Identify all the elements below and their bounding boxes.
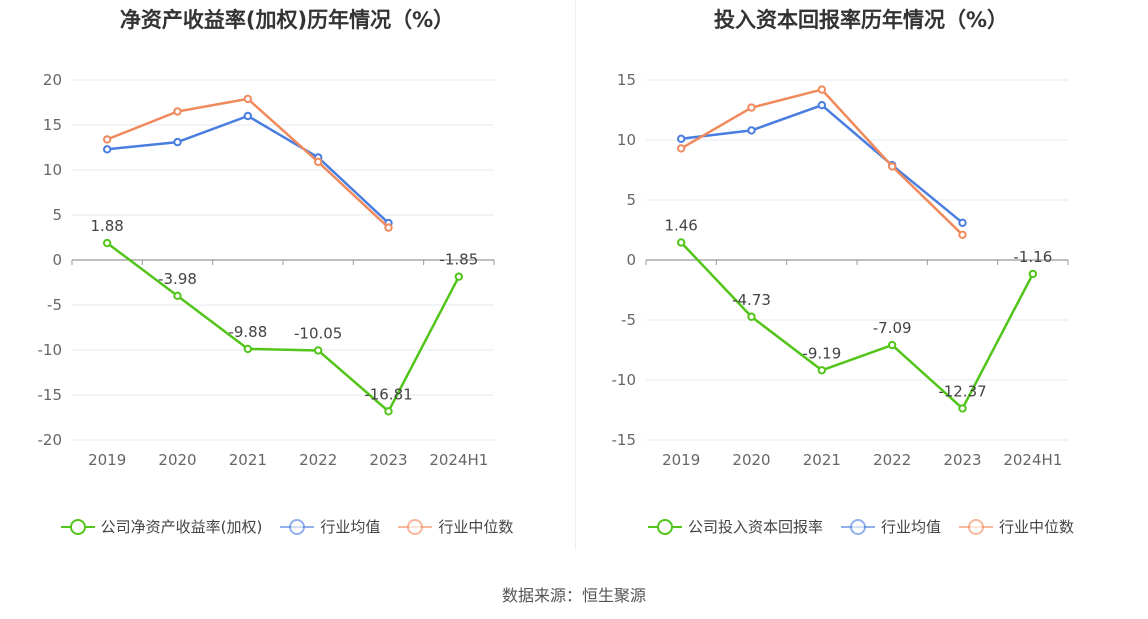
line-marker-icon [280, 518, 315, 535]
roic-x-tick-label: 2020 [732, 451, 770, 469]
roic-x-tick-label: 2021 [803, 451, 841, 469]
roe-legend-item-0[interactable]: 公司净资产收益率(加权) [60, 516, 263, 537]
roic-data-label: -9.19 [802, 344, 841, 362]
roe-x-tick-label: 2021 [229, 451, 267, 469]
roe-x-tick-label: 2020 [158, 451, 196, 469]
roe-chart-plot: 20 15 10 5 0 -5 -10 -15 -20 2019 2020 2021 2022 2023 2… [38, 71, 495, 469]
roe-data-label: -9.88 [228, 323, 267, 341]
roic-chart-title: 投入资本回报率历年情况（%） [713, 8, 1009, 32]
roe-y-tick-label: -20 [38, 431, 63, 449]
line-marker-icon [959, 518, 993, 535]
roe-data-label: -3.98 [158, 270, 197, 288]
roic-data-label: 1.46 [664, 216, 697, 234]
roic-y-tick-label: -10 [612, 371, 637, 389]
data-source-note: 数据来源：恒生聚源 [501, 586, 646, 605]
roe-x-tick-label: 2023 [369, 451, 407, 469]
roe-y-tick-label: -15 [38, 386, 63, 404]
roe-y-tick-label: 10 [43, 161, 62, 179]
roic-legend-item-2[interactable]: 行业中位数 [959, 516, 1074, 537]
roe-data-label: -10.05 [294, 324, 342, 342]
roic-data-label: -4.73 [732, 291, 771, 309]
roe-y-tick-label: -5 [47, 296, 62, 314]
roe-data-label: 1.88 [90, 217, 123, 235]
roic-x-tick-label: 2024H1 [1003, 451, 1062, 469]
line-marker-icon [840, 518, 875, 535]
roic-y-tick-label: -15 [612, 431, 637, 449]
roe-legend-label: 行业中位数 [438, 518, 514, 536]
line-marker-icon [60, 518, 95, 535]
roic-legend-item-0[interactable]: 公司投入资本回报率 [647, 516, 823, 537]
roic-x-tick-label: 2019 [662, 451, 700, 469]
roe-y-tick-label: -10 [38, 341, 63, 359]
roe-chart-title: 净资产收益率(加权)历年情况（%） [119, 8, 455, 32]
roic-legend-label: 行业均值 [880, 518, 941, 536]
roic-data-label: -12.37 [938, 382, 986, 400]
roe-y-tick-label: 0 [52, 251, 62, 269]
roic-chart-legend: 公司投入资本回报率 行业均值 行业中位数 [574, 516, 1148, 537]
line-marker-icon [647, 518, 682, 535]
roe-data-label: -1.85 [439, 251, 478, 269]
roic-y-tick-label: 15 [617, 71, 636, 89]
roe-y-tick-label: 15 [43, 116, 62, 134]
roe-y-tick-label: 5 [52, 206, 62, 224]
roic-x-tick-label: 2022 [873, 451, 911, 469]
roic-data-label: -1.16 [1013, 248, 1052, 266]
roic-y-tick-label: -5 [621, 311, 636, 329]
roe-x-tick-label: 2024H1 [429, 451, 488, 469]
roic-x-tick-label: 2023 [943, 451, 981, 469]
roic-chart-plot: 15 10 5 0 -5 -10 -15 2019 2020 2021 2022 2023 2024H1… [612, 71, 1069, 469]
roe-x-tick-label: 2019 [88, 451, 126, 469]
roe-legend-label: 公司净资产收益率(加权) [100, 518, 263, 536]
roic-y-tick-label: 10 [617, 131, 636, 149]
roe-x-tick-label: 2022 [299, 451, 337, 469]
roic-data-label: -7.09 [873, 319, 912, 337]
roe-legend-item-2[interactable]: 行业中位数 [398, 516, 513, 537]
roe-legend-label: 行业均值 [320, 518, 381, 536]
roic-chart-panel: 投入资本回报率历年情况（%） 15 10 5 0 -5 -10 -15 2019 2020 202… [574, 0, 1148, 560]
roic-legend-label: 公司投入资本回报率 [687, 518, 823, 536]
roic-y-tick-label: 5 [626, 191, 636, 209]
roic-legend-item-1[interactable]: 行业均值 [840, 516, 941, 537]
panel-divider [575, 0, 576, 550]
roe-legend-item-1[interactable]: 行业均值 [280, 516, 380, 537]
roic-y-tick-label: 0 [626, 251, 636, 269]
line-marker-icon [398, 518, 433, 535]
roe-y-tick-label: 20 [43, 71, 62, 89]
roe-data-label: -16.81 [364, 385, 412, 403]
roe-chart-legend: 公司净资产收益率(加权) 行业均值 行业中位数 [0, 516, 574, 537]
roic-legend-label: 行业中位数 [999, 518, 1075, 536]
roe-chart-panel: 净资产收益率(加权)历年情况（%） 20 15 10 5 0 -5 -10 -15 -20 201… [0, 0, 574, 560]
